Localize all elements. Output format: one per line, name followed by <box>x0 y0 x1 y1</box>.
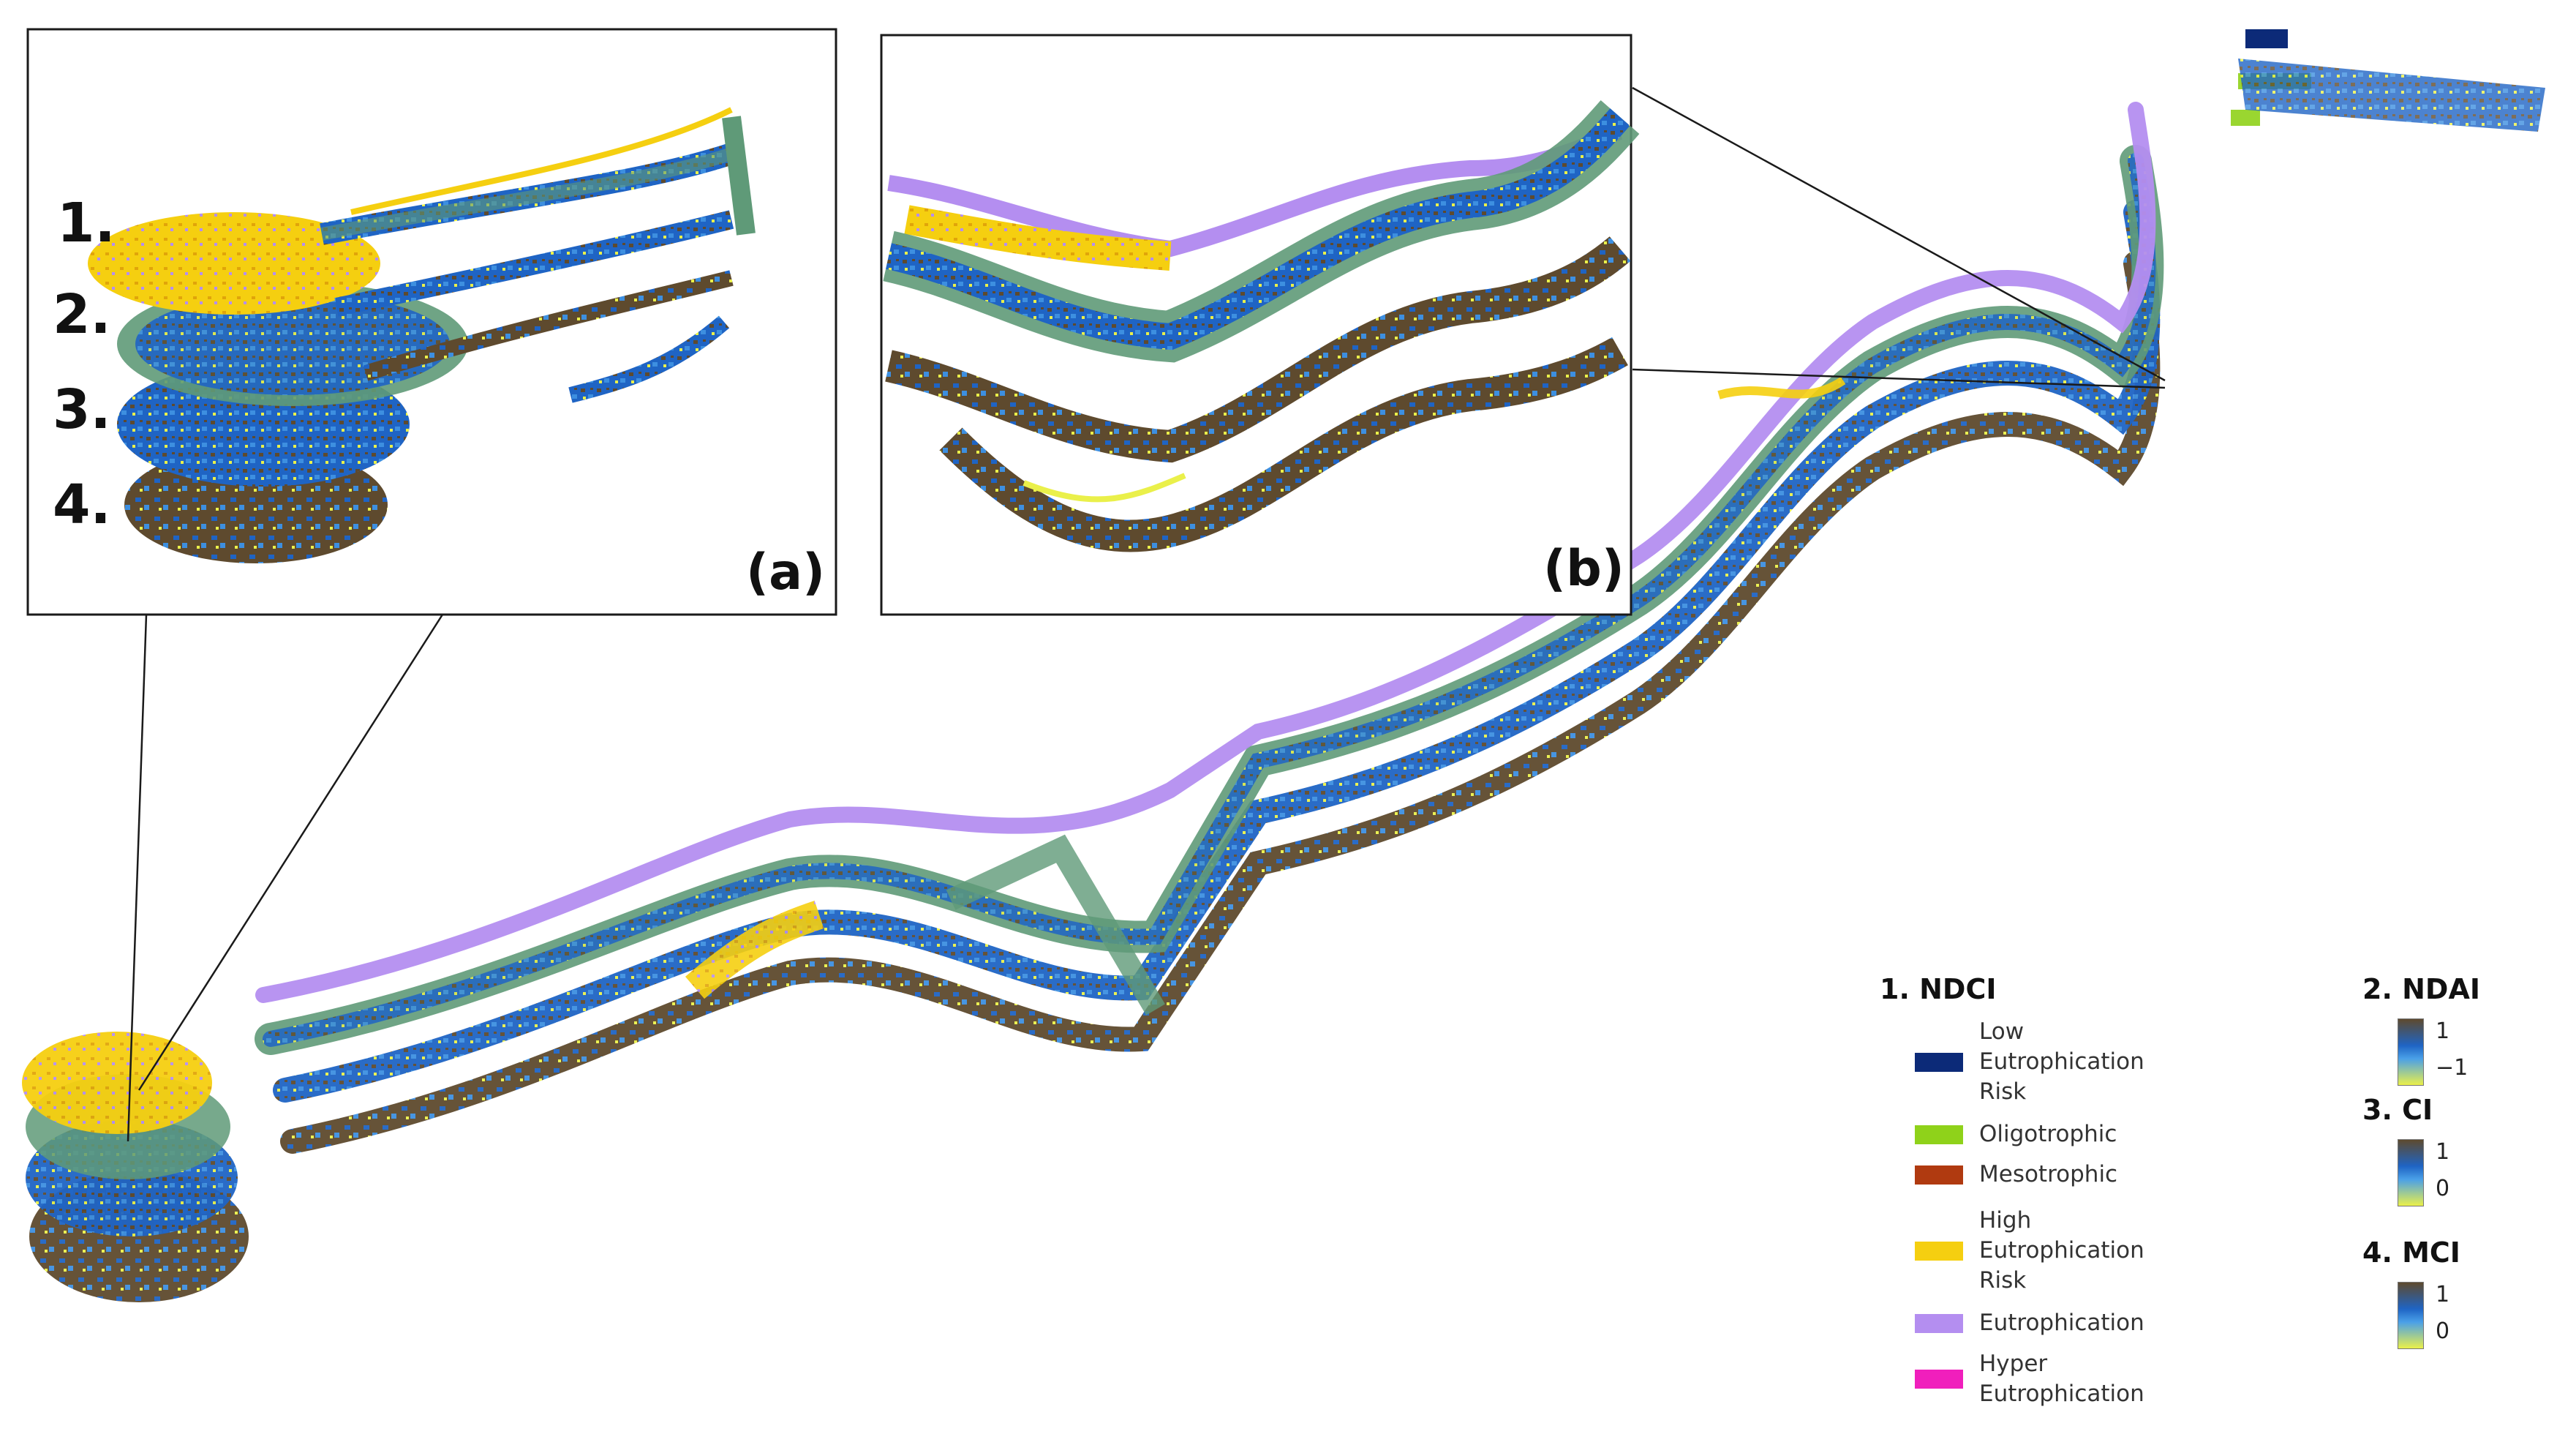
ndai-legend-title: 2. NDAI <box>2362 973 2480 1005</box>
mci-min-label: 0 <box>2436 1318 2450 1344</box>
ci-max-label: 1 <box>2436 1139 2450 1165</box>
legend-item-low-eutrophication-risk: Low Eutrophication Risk <box>1915 1017 2144 1107</box>
legend-item-eutrophication: Eutrophication <box>1915 1308 2144 1338</box>
legend-item-high-eutrophication-risk: High Eutrophication Risk <box>1915 1206 2144 1296</box>
legend-label: Low Eutrophication Risk <box>1979 1018 2144 1105</box>
legend-swatch <box>1915 1165 1963 1185</box>
legend-swatch <box>1915 1052 1963 1072</box>
ci-color-ramp <box>2398 1139 2424 1206</box>
ci-min-label: 0 <box>2436 1176 2450 1201</box>
layer-number-1: 1. <box>57 192 116 255</box>
ci-legend-title: 3. CI <box>2362 1094 2433 1126</box>
legend-label: Oligotrophic <box>1979 1121 2117 1147</box>
layer-number-2: 2. <box>53 283 111 346</box>
ndci-legend: 1. NDCI Low Eutrophication Risk Oligotro… <box>1880 973 2260 1412</box>
legend-label: Eutrophication <box>1979 1310 2144 1336</box>
legend-swatch <box>1915 1125 1963 1144</box>
legend-item-mesotrophic: Mesotrophic <box>1915 1160 2117 1190</box>
main-river-layers <box>22 29 2545 1302</box>
legend-label: High Eutrophication Risk <box>1979 1207 2144 1294</box>
inset-b: (b) <box>880 34 1640 616</box>
ndai-legend: 2. NDAI 1 −1 <box>2362 973 2509 1090</box>
inset-b-label: (b) <box>1543 540 1624 598</box>
inset-a-label: (a) <box>746 544 825 601</box>
source-lake-blob <box>22 1032 249 1302</box>
legend-swatch <box>1915 1241 1963 1261</box>
mci-legend: 4. MCI 1 0 <box>2362 1236 2509 1354</box>
legend-swatch <box>1915 1313 1963 1333</box>
ci-legend: 3. CI 1 0 <box>2362 1094 2509 1211</box>
mci-legend-title: 4. MCI <box>2362 1236 2460 1269</box>
mci-color-ramp <box>2398 1282 2424 1349</box>
mci-max-label: 1 <box>2436 1282 2450 1307</box>
inset-a: 1. 2. 3. 4. (a) <box>26 28 837 616</box>
legend-label: Mesotrophic <box>1979 1161 2118 1187</box>
legend-swatch <box>1915 1370 1963 1389</box>
ndci-legend-title: 1. NDCI <box>1880 973 1997 1005</box>
ndai-max-label: 1 <box>2436 1018 2450 1044</box>
layer-number-3: 3. <box>53 378 111 441</box>
layer-number-4: 4. <box>53 473 111 536</box>
ndai-color-ramp <box>2398 1018 2424 1086</box>
ndai-min-label: −1 <box>2436 1055 2468 1081</box>
legend-label: Hyper Eutrophication <box>1979 1351 2144 1407</box>
legend-item-oligotrophic: Oligotrophic <box>1915 1119 2117 1149</box>
legend-item-hyper-eutrophication: Hyper Eutrophication <box>1915 1349 2144 1409</box>
